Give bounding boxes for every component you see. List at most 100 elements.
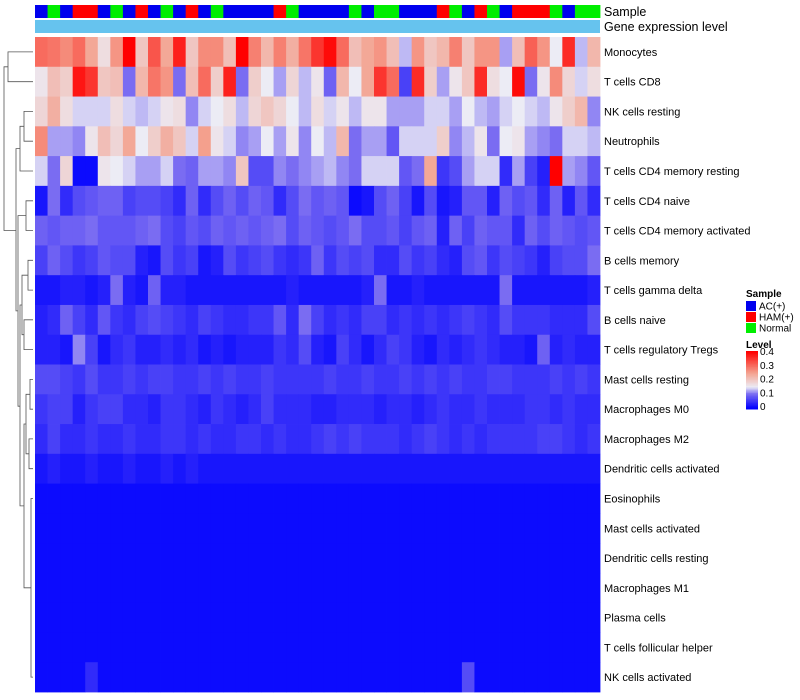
heatmap-cell xyxy=(562,394,576,425)
heatmap-cell xyxy=(348,543,362,574)
heatmap-cell xyxy=(261,185,274,217)
heatmap-cell xyxy=(361,126,375,157)
heatmap-cell xyxy=(148,156,161,187)
sample-annotation-cell xyxy=(60,5,74,18)
row-label: Plasma cells xyxy=(604,613,666,625)
heatmap-cell xyxy=(524,483,538,514)
heatmap-cell xyxy=(235,245,249,276)
heatmap-cell xyxy=(487,126,500,157)
heatmap-cell xyxy=(512,632,526,663)
heatmap-cell xyxy=(35,572,48,604)
heatmap-cell xyxy=(72,37,86,68)
heatmap-cell xyxy=(487,245,500,276)
heatmap-cell xyxy=(574,37,588,68)
heatmap-cell xyxy=(386,66,400,97)
sample-annotation-cell xyxy=(148,5,161,18)
heatmap-cell xyxy=(562,304,576,336)
heatmap-cell xyxy=(512,156,526,187)
sample-annotation-cell xyxy=(336,5,350,18)
heatmap-cell xyxy=(512,483,526,514)
heatmap-cell xyxy=(524,602,538,633)
heatmap-cell xyxy=(235,275,249,306)
sample-annotation-cell xyxy=(248,5,262,18)
heatmap-cell xyxy=(72,632,86,663)
heatmap-cell xyxy=(35,424,48,455)
legend-colorbar-step xyxy=(746,384,758,387)
heatmap-cell xyxy=(72,156,86,187)
heatmap-cell xyxy=(549,275,563,306)
heatmap-cell xyxy=(562,483,576,514)
heatmap-cell xyxy=(549,513,563,544)
dendrogram-branch xyxy=(7,51,33,83)
heatmap-cell xyxy=(424,304,438,336)
heatmap-cell xyxy=(248,126,262,157)
heatmap-cell xyxy=(524,424,538,455)
heatmap-cell xyxy=(148,453,161,484)
heatmap-cell xyxy=(286,364,300,395)
sample-annotation-cell xyxy=(361,5,375,18)
heatmap-cell xyxy=(122,156,136,187)
heatmap-cell xyxy=(223,662,237,693)
heatmap-cell xyxy=(248,96,262,127)
heatmap-cell xyxy=(85,37,99,68)
heatmap-cell xyxy=(449,304,463,336)
heatmap-cell xyxy=(261,364,274,395)
gene-expression-annotation-bar xyxy=(35,20,600,33)
heatmap-cell xyxy=(449,662,463,693)
heatmap-cell xyxy=(185,483,199,514)
heatmap-cell xyxy=(474,602,488,633)
heatmap-cell xyxy=(386,453,400,484)
heatmap-cell xyxy=(261,334,274,365)
heatmap-cell xyxy=(537,245,551,276)
heatmap-cell xyxy=(72,215,86,246)
heatmap-cell xyxy=(336,66,350,97)
row-label: Eosinophils xyxy=(604,493,661,505)
heatmap-cell xyxy=(474,334,488,365)
heatmap-cell xyxy=(210,602,224,633)
heatmap-cell xyxy=(286,37,300,68)
heatmap-cell xyxy=(461,37,475,68)
heatmap-cell xyxy=(474,572,488,604)
heatmap-cell xyxy=(549,483,563,514)
heatmap-cell xyxy=(173,453,187,484)
heatmap-cell xyxy=(449,66,463,97)
heatmap-cell xyxy=(574,632,588,663)
heatmap-cell xyxy=(286,394,300,425)
heatmap-cell xyxy=(148,602,161,633)
sample-annotation-cell xyxy=(399,5,413,18)
heatmap-cell xyxy=(461,632,475,663)
heatmap-cell xyxy=(499,37,513,68)
heatmap-cell xyxy=(72,275,86,306)
heatmap-cell xyxy=(549,632,563,663)
heatmap-cell xyxy=(574,66,588,97)
heatmap-cell xyxy=(574,156,588,187)
heatmap-cell xyxy=(110,66,124,97)
heatmap-cell xyxy=(311,156,325,187)
heatmap-cell xyxy=(223,126,237,157)
heatmap-cell xyxy=(298,513,312,544)
heatmap-cell xyxy=(449,245,463,276)
heatmap-cell xyxy=(323,424,337,455)
heatmap-cell xyxy=(198,185,212,217)
heatmap-cell xyxy=(148,543,161,574)
row-label: NK cells activated xyxy=(604,672,691,684)
heatmap-cell xyxy=(512,572,526,604)
heatmap-cell xyxy=(135,245,149,276)
heatmap-cell xyxy=(47,245,61,276)
heatmap-cell xyxy=(524,245,538,276)
heatmap-cell xyxy=(574,96,588,127)
heatmap-cell xyxy=(574,364,588,395)
heatmap-cell xyxy=(235,304,249,336)
heatmap-cell xyxy=(235,37,249,68)
heatmap-cell xyxy=(361,156,375,187)
heatmap-cell xyxy=(461,185,475,217)
heatmap-cell xyxy=(436,453,450,484)
heatmap-cell xyxy=(160,96,174,127)
heatmap-cell xyxy=(72,304,86,336)
heatmap-cell xyxy=(336,572,350,604)
heatmap-cell xyxy=(436,543,450,574)
heatmap-cell xyxy=(587,66,601,97)
heatmap-cell xyxy=(97,662,111,693)
heatmap-cell xyxy=(399,513,413,544)
heatmap-cell xyxy=(386,394,400,425)
